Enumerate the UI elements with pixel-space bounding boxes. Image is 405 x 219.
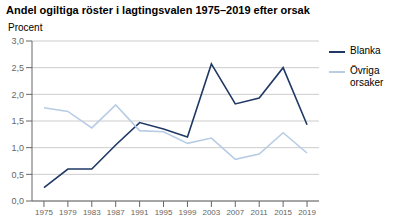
svg-text:1,0: 1,0 — [11, 143, 24, 153]
svg-text:2011: 2011 — [251, 208, 269, 217]
html-text:Övriga: Övriga — [350, 65, 380, 76]
svg-text:0,0: 0,0 — [11, 196, 24, 206]
svg-text:1991: 1991 — [131, 208, 149, 217]
svg-text:2003: 2003 — [202, 208, 220, 217]
html-text:Andel ogiltiga röster i lagtin: Andel ogiltiga röster i lagtingsvalen 19… — [6, 4, 310, 16]
svg-text:1999: 1999 — [179, 208, 197, 217]
svg-text:1983: 1983 — [83, 208, 101, 217]
svg-text:2,0: 2,0 — [11, 90, 24, 100]
svg-text:2,5: 2,5 — [11, 63, 24, 73]
html-text:Blanka: Blanka — [350, 45, 381, 56]
svg-text:1,5: 1,5 — [11, 116, 24, 126]
html-text:Procent: Procent — [8, 22, 43, 33]
svg-text:2007: 2007 — [226, 208, 244, 217]
svg-text:2019: 2019 — [298, 208, 316, 217]
svg-text:3,0: 3,0 — [11, 36, 24, 46]
svg-text:0,5: 0,5 — [11, 170, 24, 180]
svg-text:2015: 2015 — [274, 208, 292, 217]
svg-text:1987: 1987 — [107, 208, 125, 217]
svg-text:1995: 1995 — [155, 208, 173, 217]
svg-text:1975: 1975 — [35, 208, 53, 217]
svg-text:1979: 1979 — [59, 208, 77, 217]
html-text:orsaker: orsaker — [350, 77, 384, 88]
